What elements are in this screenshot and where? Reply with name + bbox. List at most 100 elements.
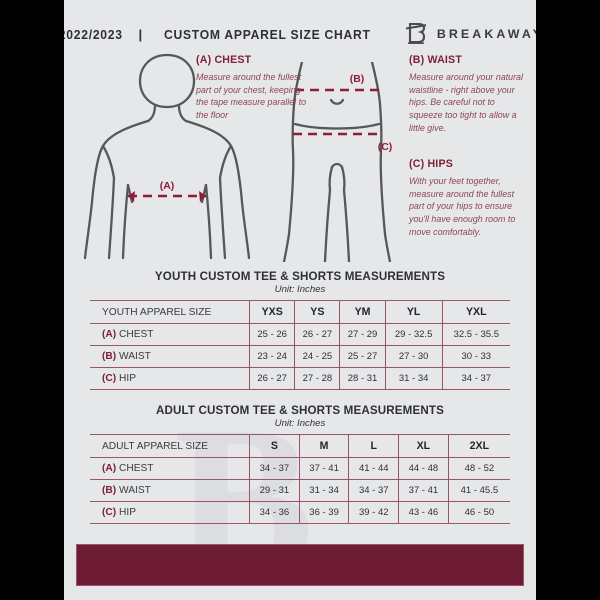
adult-cell-2-3: 43 - 46 (398, 501, 449, 524)
adult-cell-0-0: 34 - 37 (249, 457, 300, 480)
waist-instruction: (B) WAIST Measure around your natural wa… (409, 54, 527, 134)
table-row: (A) CHEST 25 - 26 26 - 27 27 - 29 29 - 3… (90, 323, 510, 346)
adult-cell-0-1: 37 - 41 (298, 457, 349, 480)
table-row: (B) WAIST 29 - 31 31 - 34 34 - 37 37 - 4… (90, 479, 510, 502)
adult-cell-1-0: 29 - 31 (249, 479, 300, 502)
youth-cell-0-3: 29 - 32.5 (384, 323, 443, 346)
youth-size-col-2: YM (339, 300, 386, 324)
hips-marker-label: (C) (378, 141, 393, 153)
breakaway-b-monogram-icon (405, 22, 426, 44)
youth-size-col-3: YL (384, 300, 443, 324)
page-header: 2022/2023 | CUSTOM APPAREL SIZE CHART BR… (64, 0, 536, 46)
chest-marker-label: (A) (160, 180, 175, 192)
adult-row-label-1: (B) WAIST (90, 479, 250, 502)
adult-cell-1-3: 37 - 41 (398, 479, 449, 502)
adult-cell-1-1: 31 - 34 (298, 479, 349, 502)
row-tag: (C) (102, 507, 117, 518)
adult-cell-1-2: 34 - 37 (348, 479, 399, 502)
waist-instruction-title: (B) WAIST (409, 54, 462, 66)
youth-size-col-1: YS (294, 300, 340, 324)
youth-cell-0-4: 32.5 - 35.5 (441, 323, 510, 346)
chest-instruction-body: Measure around the fullest part of your … (196, 72, 307, 120)
brand-name: BREAKAWAY (436, 27, 536, 41)
row-tag: (B) (102, 485, 117, 496)
youth-row-label-0: (A) CHEST (90, 323, 250, 346)
adult-size-col-0: S (249, 434, 300, 458)
table-row: (B) WAIST 23 - 24 24 - 25 25 - 27 27 - 3… (90, 345, 510, 368)
page-title: CUSTOM APPAREL SIZE CHART (164, 26, 371, 42)
row-label: HIP (119, 507, 136, 518)
youth-cell-1-0: 23 - 24 (249, 345, 295, 368)
row-tag: (A) (102, 329, 117, 340)
adult-section-title: ADULT CUSTOM TEE & SHORTS MEASUREMENTS (155, 404, 445, 417)
adult-size-col-4: 2XL (447, 434, 510, 458)
row-label: CHEST (119, 329, 154, 340)
youth-row-label-2: (C) HIP (90, 367, 250, 390)
youth-size-table: YOUTH APPAREL SIZE YXS YS YM YL YXL (A) … (90, 300, 510, 390)
adult-size-col-3: XL (398, 434, 449, 458)
youth-cell-0-2: 27 - 29 (339, 323, 386, 346)
row-tag: (B) (102, 351, 117, 362)
youth-cell-0-1: 26 - 27 (294, 323, 340, 346)
youth-cell-0-0: 25 - 26 (249, 323, 295, 346)
chest-instruction-title: (A) CHEST (196, 54, 252, 66)
youth-size-col-0: YXS (249, 300, 295, 324)
waist-marker-label: (B) (350, 73, 365, 85)
adult-cell-2-1: 36 - 39 (298, 501, 349, 524)
youth-row-label-1: (B) WAIST (90, 345, 250, 368)
adult-cell-0-3: 44 - 48 (398, 457, 449, 480)
adult-section: ADULT CUSTOM TEE & SHORTS MEASUREMENTS U… (64, 404, 536, 524)
adult-cell-0-4: 48 - 52 (447, 457, 510, 480)
youth-cell-1-4: 30 - 33 (441, 345, 510, 368)
table-row: (A) CHEST 34 - 37 37 - 41 41 - 44 44 - 4… (90, 457, 510, 480)
youth-cell-2-4: 34 - 37 (441, 367, 510, 390)
row-label: CHEST (119, 463, 154, 474)
adult-cell-2-4: 46 - 50 (447, 501, 510, 524)
row-tag: (C) (102, 373, 117, 384)
hips-instruction-body: With your feet together, measure around … (409, 176, 516, 237)
youth-section-unit: Unit: Inches (274, 284, 326, 295)
measurement-diagram: (A) (B) (C) (64, 48, 536, 266)
youth-cell-2-3: 31 - 34 (384, 367, 443, 390)
size-chart-page: B 2022/2023 | CUSTOM APPAREL SIZE CHART … (64, 0, 536, 600)
adult-size-table: ADULT APPAREL SIZE S M L XL 2XL (A) CHES… (90, 434, 510, 524)
adult-row-label-0: (A) CHEST (90, 457, 250, 480)
youth-cell-2-0: 26 - 27 (249, 367, 295, 390)
adult-cell-2-2: 39 - 42 (348, 501, 399, 524)
chest-instruction: (A) CHEST Measure around the fullest par… (196, 54, 314, 122)
adult-size-col-2: L (348, 434, 399, 458)
footer-bar (76, 544, 524, 586)
adult-size-header: ADULT APPAREL SIZE (90, 434, 250, 458)
row-label: WAIST (119, 351, 151, 362)
row-tag: (A) (102, 463, 117, 474)
youth-cell-2-1: 27 - 28 (294, 367, 340, 390)
row-label: HIP (119, 373, 136, 384)
adult-cell-0-2: 41 - 44 (348, 457, 399, 480)
header-separator: | (138, 26, 143, 42)
lower-body-hips-figure-icon: (B) (C) (282, 62, 393, 262)
youth-cell-1-3: 27 - 30 (384, 345, 443, 368)
waist-instruction-body: Measure around your natural waistline - … (409, 72, 523, 133)
youth-cell-1-1: 24 - 25 (294, 345, 340, 368)
header-season: 2022/2023 (64, 26, 123, 42)
youth-cell-2-2: 28 - 31 (339, 367, 386, 390)
youth-section-title: YOUTH CUSTOM TEE & SHORTS MEASUREMENTS (154, 270, 446, 283)
table-row: (C) HIP 34 - 36 36 - 39 39 - 42 43 - 46 … (90, 501, 510, 524)
youth-size-header: YOUTH APPAREL SIZE (90, 300, 250, 324)
hips-instruction: (C) HIPS With your feet together, measur… (409, 158, 527, 238)
upper-body-torso-figure-icon: (A) (83, 53, 251, 260)
row-label: WAIST (119, 485, 151, 496)
adult-row-label-2: (C) HIP (90, 501, 250, 524)
table-row: (C) HIP 26 - 27 27 - 28 28 - 31 31 - 34 … (90, 367, 510, 390)
brand-logo: BREAKAWAY (404, 21, 536, 47)
adult-cell-1-4: 41 - 45.5 (447, 479, 510, 502)
hips-instruction-title: (C) HIPS (409, 158, 453, 170)
adult-section-unit: Unit: Inches (274, 418, 326, 429)
youth-section: YOUTH CUSTOM TEE & SHORTS MEASUREMENTS U… (64, 270, 536, 390)
youth-cell-1-2: 25 - 27 (339, 345, 386, 368)
table-header-row: ADULT APPAREL SIZE S M L XL 2XL (90, 434, 510, 458)
adult-size-col-1: M (298, 434, 349, 458)
youth-size-col-4: YXL (441, 300, 510, 324)
table-header-row: YOUTH APPAREL SIZE YXS YS YM YL YXL (90, 300, 510, 324)
adult-cell-2-0: 34 - 36 (249, 501, 300, 524)
